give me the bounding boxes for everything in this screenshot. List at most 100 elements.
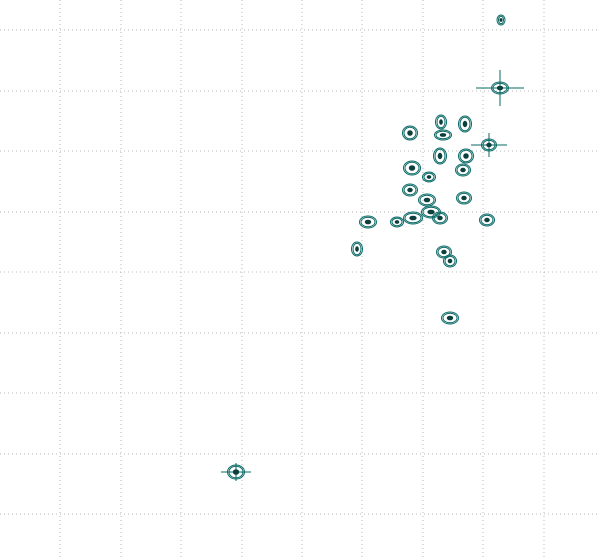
peak <box>422 171 436 183</box>
peak-contour <box>437 246 451 258</box>
peak-core <box>499 18 503 22</box>
peak <box>436 245 452 259</box>
peak-core <box>423 197 431 203</box>
peak-core <box>462 120 468 128</box>
peak-core <box>463 153 469 159</box>
peak <box>418 193 436 207</box>
peak-contour <box>442 312 458 324</box>
peak-core <box>426 175 432 179</box>
peak-contour <box>433 212 447 224</box>
peak-contour <box>496 14 506 26</box>
peak-contour <box>459 149 473 163</box>
peak-contour <box>404 212 422 224</box>
peak-core <box>446 315 454 321</box>
peak-core <box>232 469 240 475</box>
peak-contour <box>402 125 418 141</box>
peak-contour <box>403 211 423 225</box>
peak-core <box>460 167 466 173</box>
peak-contour <box>351 241 363 257</box>
peak <box>496 14 506 26</box>
peak-contour <box>403 126 417 140</box>
peak <box>403 160 421 176</box>
peak-core <box>439 133 447 137</box>
peak-contour <box>441 311 459 325</box>
peak-contour <box>482 139 496 151</box>
peak <box>476 70 524 106</box>
peak-contour <box>436 115 446 129</box>
peak <box>455 163 471 177</box>
peak-core <box>355 246 359 252</box>
peak-core <box>408 165 416 171</box>
peak-contour <box>352 242 362 256</box>
peak <box>432 211 448 225</box>
peak-contour <box>492 82 508 94</box>
peak-core <box>461 195 467 201</box>
peak-contour <box>434 129 452 141</box>
peak-contour <box>402 183 418 197</box>
peak <box>221 463 251 481</box>
peak-contour <box>228 465 244 479</box>
peak-contour <box>444 255 456 267</box>
peak-contour <box>435 114 447 130</box>
peak <box>443 254 457 268</box>
peak-core <box>427 209 435 215</box>
peak <box>359 215 377 229</box>
peak-core <box>437 152 443 160</box>
peak <box>441 311 459 325</box>
peak-core <box>407 187 413 193</box>
peak <box>402 183 418 197</box>
peak-contour <box>456 164 470 176</box>
peak-core <box>437 215 443 221</box>
peak-core <box>447 258 453 264</box>
peak-contour <box>422 171 436 183</box>
peaks <box>221 14 524 481</box>
peak <box>471 133 507 157</box>
peak-contour <box>423 172 435 182</box>
peak-core <box>441 249 447 255</box>
peak-contour <box>443 254 457 268</box>
peak <box>351 241 363 257</box>
peak-core <box>364 219 372 225</box>
peak-contour <box>498 15 504 25</box>
peak <box>403 211 423 225</box>
peak-contour <box>391 217 403 227</box>
peak-contour <box>227 464 245 480</box>
peak <box>479 213 495 227</box>
peak-contour <box>434 148 446 164</box>
peak-contour <box>403 160 421 176</box>
peak <box>434 129 452 141</box>
peak-core <box>496 85 504 91</box>
peak-contour <box>458 115 472 133</box>
peak <box>458 115 472 133</box>
peak <box>435 114 447 130</box>
peak-contour <box>458 148 474 164</box>
peak-contour <box>432 211 448 225</box>
peak-core <box>439 119 443 125</box>
peak-contour <box>456 191 472 205</box>
peak-core <box>486 142 492 148</box>
peak <box>402 125 418 141</box>
peak <box>390 216 404 228</box>
peak-contour <box>360 216 376 228</box>
peak-contour <box>404 161 420 175</box>
peak <box>433 147 447 165</box>
peak-contour <box>403 184 417 196</box>
peak <box>456 191 472 205</box>
peak-contour <box>418 193 436 207</box>
peak-contour <box>481 138 497 152</box>
peak-contour <box>390 216 404 228</box>
peak-contour <box>480 214 494 226</box>
peak-contour <box>455 163 471 177</box>
peak-contour <box>419 194 435 206</box>
peak-core <box>394 220 400 224</box>
peak-contour <box>435 130 451 140</box>
peak-contour <box>479 213 495 227</box>
peak-contour <box>433 147 447 165</box>
peak-contour <box>457 192 471 204</box>
peak <box>458 148 474 164</box>
peak-contour <box>359 215 377 229</box>
peak-core <box>484 217 490 223</box>
